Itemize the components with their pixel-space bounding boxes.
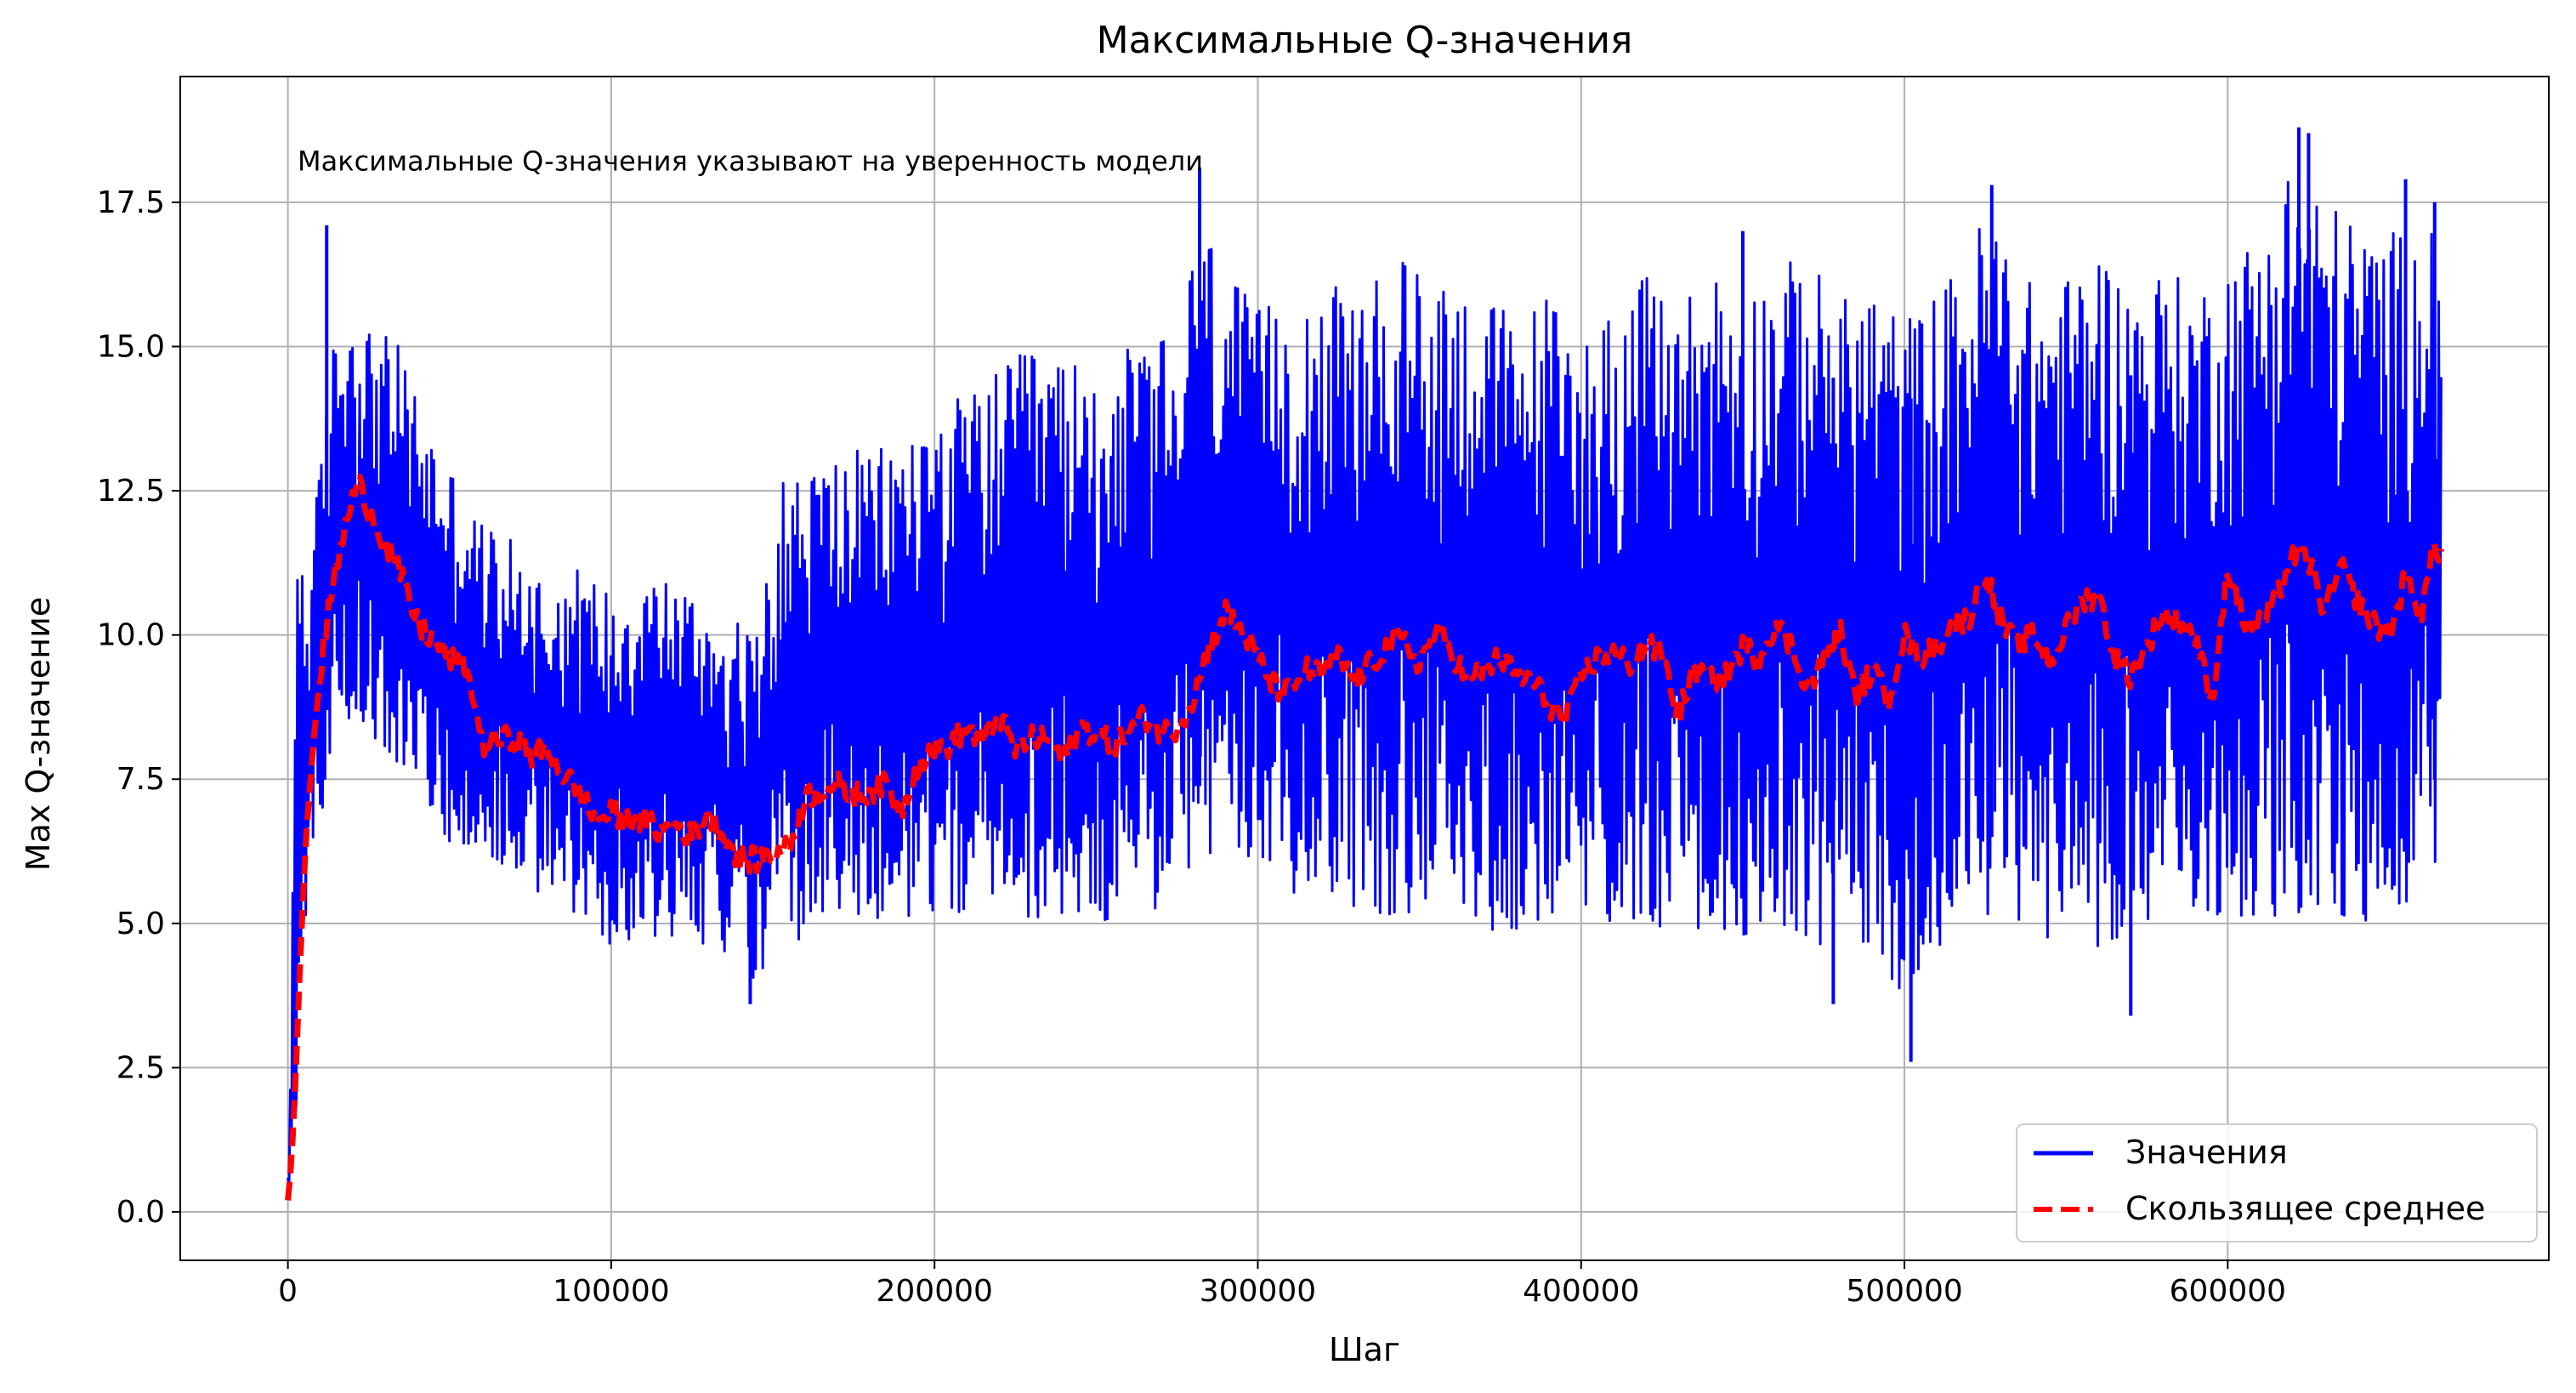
y-tick-label: 0.0	[116, 1195, 165, 1230]
legend-box	[2016, 1123, 2538, 1242]
y-tick-label: 12.5	[97, 474, 165, 509]
legend-label-moving-average: Скользящее среднее	[2125, 1190, 2485, 1227]
y-axis-ticks: 0.0 2.5 5.0 7.5 10.0 12.5 15.0 17.5	[97, 185, 180, 1230]
legend-label-values: Значения	[2125, 1134, 2288, 1171]
y-tick-label: 17.5	[97, 185, 165, 220]
x-axis-ticks: 0 100000 200000 300000 400000 500000 600000	[278, 1260, 2286, 1309]
y-tick-label: 10.0	[97, 618, 165, 653]
chart-annotation: Максимальные Q-значения указывают на уве…	[298, 145, 1203, 178]
x-tick-label: 100000	[553, 1274, 669, 1309]
x-tick-label: 300000	[1200, 1274, 1316, 1309]
chart-title: Максимальные Q-значения	[1097, 19, 1633, 62]
x-tick-label: 200000	[876, 1274, 992, 1309]
y-tick-label: 15.0	[97, 329, 165, 364]
x-tick-label: 500000	[1846, 1274, 1962, 1309]
x-tick-label: 400000	[1523, 1274, 1639, 1309]
y-tick-label: 7.5	[116, 762, 165, 797]
x-tick-label: 600000	[2170, 1274, 2286, 1309]
series-moving-average-line	[285, 473, 2444, 1201]
series-layer	[285, 127, 2444, 1201]
y-tick-label: 5.0	[116, 907, 165, 941]
plot-frame	[179, 76, 2550, 1261]
series-values-line	[287, 180, 2443, 1188]
x-tick-label: 0	[278, 1274, 298, 1309]
legend: Значения Скользящее среднее	[2016, 1123, 2538, 1242]
y-tick-label: 2.5	[116, 1050, 165, 1085]
x-axis-label: Шаг	[1329, 1331, 1400, 1368]
plot-area	[179, 76, 2550, 1261]
y-axis-label: Max Q-значение	[20, 597, 57, 871]
